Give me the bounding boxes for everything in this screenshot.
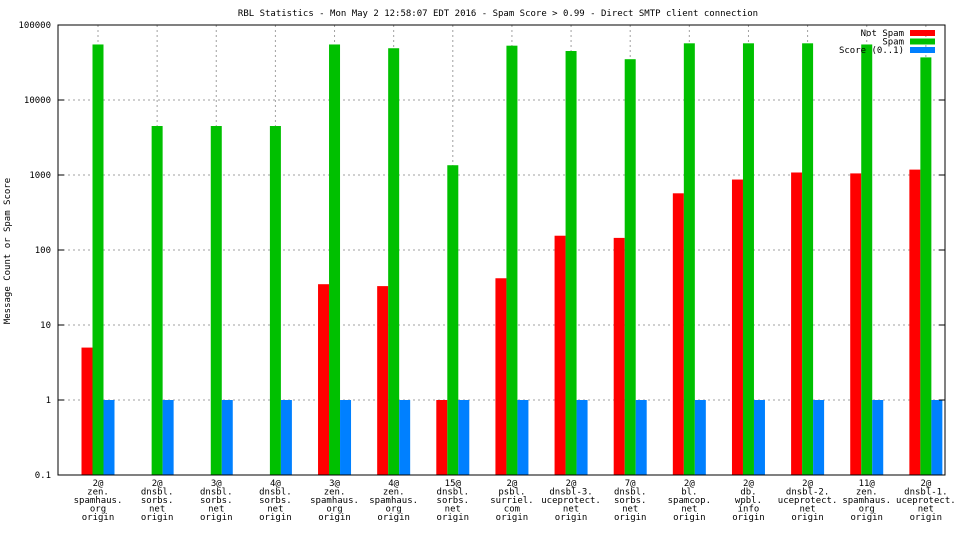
- x-tick-label: 2@ dnsbl. sorbs. net origin: [141, 479, 174, 523]
- bar-score-0-1: [340, 400, 352, 475]
- legend-label: Spam: [882, 38, 904, 48]
- bar-spam: [742, 43, 754, 475]
- bar-not-spam: [495, 278, 507, 475]
- bar-score-0-1: [399, 400, 411, 475]
- bar-score-0-1: [221, 400, 233, 475]
- bar-score-0-1: [280, 400, 292, 475]
- bar-score-0-1: [753, 400, 765, 475]
- x-tick-label: 2@ dnsbl-2. uceprotect. net origin: [778, 479, 838, 523]
- x-tick-label: 2@ zen. spamhaus. org origin: [74, 479, 123, 523]
- bar-not-spam: [791, 172, 803, 475]
- x-tick-label: 3@ zen. spamhaus. org origin: [310, 479, 359, 523]
- bar-score-0-1: [517, 400, 529, 475]
- x-tick-label: 2@ psbl. surriel. com origin: [490, 479, 533, 523]
- bar-score-0-1: [103, 400, 115, 475]
- bar-spam: [447, 165, 459, 475]
- bar-spam: [329, 44, 341, 475]
- bar-spam: [861, 44, 873, 475]
- y-tick-label: 10000: [24, 96, 51, 106]
- bar-not-spam: [436, 400, 448, 475]
- bar-not-spam: [731, 179, 743, 475]
- y-axis-label: Message Count or Spam Score: [3, 178, 13, 324]
- x-tick-label: 2@ bl. spamcop. net origin: [668, 479, 711, 523]
- bar-score-0-1: [931, 400, 943, 475]
- x-tick-label: 4@ zen. spamhaus. org origin: [369, 479, 418, 523]
- y-tick-label: 100000: [18, 21, 51, 31]
- bar-score-0-1: [576, 400, 588, 475]
- y-tick-label: 0.1: [35, 471, 51, 481]
- legend-label: Not Spam: [861, 29, 904, 39]
- bar-spam: [506, 45, 518, 475]
- chart-title: RBL Statistics - Mon May 2 12:58:07 EDT …: [238, 9, 758, 19]
- bar-not-spam: [377, 286, 389, 475]
- bar-spam: [92, 44, 104, 475]
- x-tick-label: 15@ dnsbl. sorbs. net origin: [437, 479, 470, 523]
- bar-spam: [565, 51, 577, 475]
- bar-not-spam: [554, 235, 566, 475]
- bar-not-spam: [318, 284, 330, 475]
- bar-spam: [624, 59, 636, 476]
- x-tick-label: 2@ dnsbl-3. uceprotect. net origin: [541, 479, 601, 523]
- x-tick-label: 11@ zen. spamhaus. org origin: [842, 479, 891, 523]
- x-tick-label: 3@ dnsbl. sorbs. net origin: [200, 479, 233, 523]
- bar-spam: [802, 43, 814, 475]
- y-tick-label: 1000: [29, 171, 51, 181]
- bar-spam: [210, 126, 222, 475]
- x-tick-label: 7@ dnsbl. sorbs. net origin: [614, 479, 647, 523]
- legend-label: Score (0..1): [839, 46, 904, 56]
- legend-swatch: [910, 47, 935, 53]
- bar-not-spam: [672, 193, 684, 475]
- bar-score-0-1: [162, 400, 174, 475]
- bar-score-0-1: [635, 400, 647, 475]
- bar-score-0-1: [458, 400, 470, 475]
- x-tick-label: 2@ dnsbl-1. uceprotect. net origin: [896, 479, 956, 523]
- bar-spam: [388, 48, 400, 476]
- bar-spam: [269, 126, 281, 475]
- x-tick-label: 4@ dnsbl. sorbs. net origin: [259, 479, 292, 523]
- y-tick-label: 10: [40, 321, 51, 331]
- legend-swatch: [910, 30, 935, 36]
- bars: [81, 43, 943, 476]
- bar-score-0-1: [694, 400, 706, 475]
- bar-score-0-1: [813, 400, 825, 475]
- bar-not-spam: [613, 237, 625, 475]
- bar-not-spam: [850, 173, 862, 475]
- bar-not-spam: [81, 347, 93, 475]
- bar-spam: [151, 126, 163, 475]
- bar-spam: [920, 57, 932, 475]
- x-tick-label: 2@ db. wpbl. info origin: [732, 479, 765, 523]
- bar-score-0-1: [872, 400, 884, 475]
- bar-not-spam: [909, 169, 921, 475]
- y-tick-label: 1: [46, 396, 51, 406]
- axes: 0.1 1 10 100 1000 10000 100000 2@ zen. spamhaus. o…: [18, 21, 955, 523]
- y-tick-label: 100: [35, 246, 51, 256]
- bar-spam: [683, 43, 695, 475]
- legend-swatch: [910, 38, 935, 45]
